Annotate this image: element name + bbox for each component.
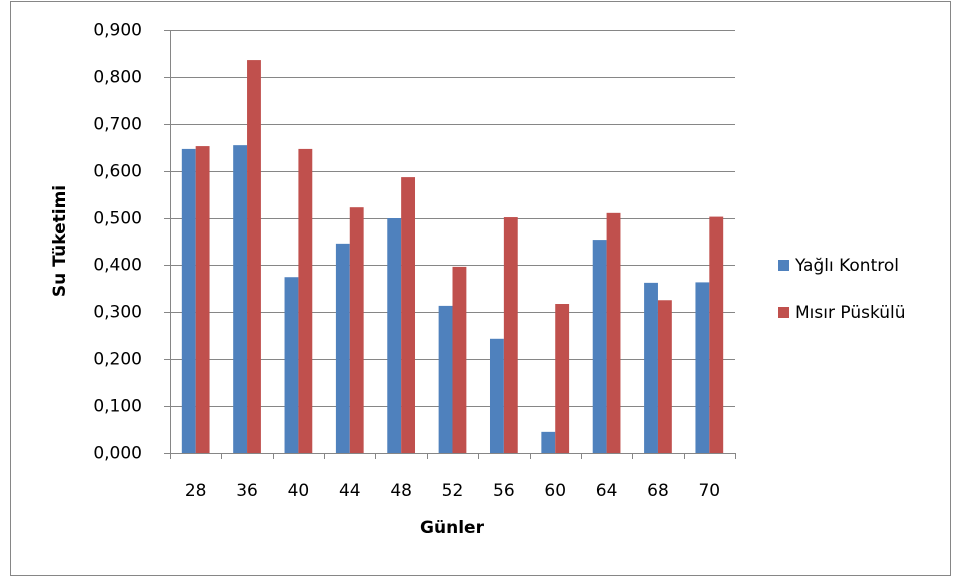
bar [181,148,196,453]
y-tick-label: 0,600 [93,162,142,182]
y-tick-label: 0,200 [93,350,142,370]
bar [541,431,556,453]
bar [349,207,364,453]
legend-label: Yağlı Kontrol [794,256,899,276]
y-tick-label: 0,500 [93,209,142,229]
x-tick-label: 28 [185,481,207,501]
x-tick-label: 60 [544,481,566,501]
legend-label: Mısır Püskülü [795,303,906,323]
bar [592,240,607,453]
y-tick-label: 0,100 [93,397,142,417]
legend-swatch [778,260,789,271]
y-tick-label: 0,400 [93,256,142,276]
bar [555,304,570,453]
bar [438,305,453,453]
x-tick-label: 36 [236,481,258,501]
bar [335,243,350,453]
x-axis-title: Günler [420,518,485,538]
y-tick-label: 0,900 [93,21,142,41]
bar [709,216,724,453]
bar [247,60,261,454]
bar [695,282,710,453]
x-tick-label: 52 [442,481,464,501]
bar [401,177,416,454]
y-tick-label: 0,800 [93,68,142,88]
y-tick-label: 0,700 [93,115,142,135]
x-tick-label: 56 [493,481,515,501]
bar [233,145,248,453]
bar [606,212,621,453]
x-tick-label: 44 [339,481,361,501]
x-tick-label: 40 [288,481,310,501]
bar [489,338,504,453]
x-tick-label: 68 [647,481,669,501]
bar [644,282,658,453]
x-tick-label: 70 [698,481,720,501]
bar [657,300,672,453]
y-tick-label: 0,300 [93,303,142,323]
bar [298,148,313,453]
bar [503,217,518,453]
bar [452,266,467,453]
bar [284,277,299,453]
y-axis-title: Su Tüketimi [50,185,70,297]
legend-swatch [778,307,789,318]
x-tick-label: 64 [596,481,618,501]
x-tick-label: 48 [390,481,412,501]
bar [387,218,402,453]
bar [195,146,210,453]
chart-border [10,1,951,576]
y-tick-label: 0,000 [93,444,142,464]
